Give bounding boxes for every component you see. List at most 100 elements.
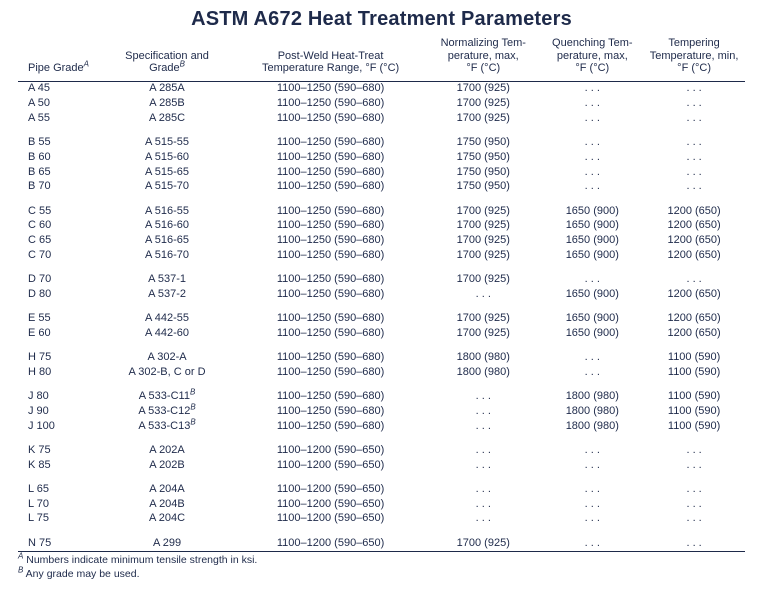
table-cell: . . .	[643, 126, 745, 150]
table-cell: 1200 (650)	[643, 287, 745, 302]
table-cell: 1650 (900)	[541, 248, 643, 263]
table-cell: 1100–1200 (590–650)	[236, 473, 425, 497]
table-cell: 1200 (650)	[643, 248, 745, 263]
table-cell: 1750 (950)	[425, 165, 541, 180]
table-cell: . . .	[425, 512, 541, 527]
table-cell: L 75	[18, 512, 98, 527]
table-cell: 1100–1250 (590–680)	[236, 248, 425, 263]
table-cell: . . .	[643, 497, 745, 512]
table-cell: C 70	[18, 248, 98, 263]
table-cell: A 302-B, C or D	[98, 365, 236, 380]
table-row: L 70A 204B1100–1200 (590–650). . .. . ..…	[18, 497, 745, 512]
table-cell: A 55	[18, 111, 98, 126]
table-cell: . . .	[643, 458, 745, 473]
table-cell: . . .	[541, 180, 643, 195]
table-cell: 1100–1250 (590–680)	[236, 287, 425, 302]
table-cell: . . .	[643, 111, 745, 126]
table-cell: . . .	[425, 473, 541, 497]
column-header: TemperingTemperature, min,°F (°C)	[643, 35, 745, 81]
table-cell: A 204A	[98, 473, 236, 497]
table-row: A 50A 285B1100–1250 (590–680)1700 (925).…	[18, 97, 745, 112]
table-cell: A 299	[98, 527, 236, 552]
table-cell: . . .	[541, 512, 643, 527]
table-cell: . . .	[541, 150, 643, 165]
table-cell: A 442-55	[98, 302, 236, 326]
table-cell: 1700 (925)	[425, 326, 541, 341]
table-cell: A 533-C11B	[98, 380, 236, 404]
table-cell: 1100–1250 (590–680)	[236, 404, 425, 419]
table-cell: A 533-C13B	[98, 419, 236, 434]
footnote: A Numbers indicate minimum tensile stren…	[18, 554, 745, 568]
table-cell: H 75	[18, 341, 98, 365]
table-cell: K 75	[18, 434, 98, 458]
table-cell: 1100 (590)	[643, 404, 745, 419]
table-cell: 1100–1250 (590–680)	[236, 81, 425, 96]
table-cell: . . .	[643, 434, 745, 458]
table-cell: K 85	[18, 458, 98, 473]
table-cell: 1750 (950)	[425, 180, 541, 195]
table-cell: 1700 (925)	[425, 234, 541, 249]
column-header: Specification andGradeB	[98, 35, 236, 81]
table-cell: 1700 (925)	[425, 302, 541, 326]
table-row: D 80A 537-21100–1250 (590–680). . .1650 …	[18, 287, 745, 302]
table-cell: 1650 (900)	[541, 219, 643, 234]
table-cell: D 80	[18, 287, 98, 302]
table-cell: . . .	[643, 165, 745, 180]
table-cell: . . .	[541, 81, 643, 96]
table-cell: A 516-55	[98, 195, 236, 219]
table-cell: . . .	[541, 365, 643, 380]
table-cell: 1100–1200 (590–650)	[236, 434, 425, 458]
table-row: L 75A 204C1100–1200 (590–650). . .. . ..…	[18, 512, 745, 527]
table-row: H 75A 302-A1100–1250 (590–680)1800 (980)…	[18, 341, 745, 365]
table-row: C 70A 516-701100–1250 (590–680)1700 (925…	[18, 248, 745, 263]
table-cell: . . .	[643, 81, 745, 96]
table-cell: A 285B	[98, 97, 236, 112]
table-cell: 1700 (925)	[425, 81, 541, 96]
table-row: A 45A 285A1100–1250 (590–680)1700 (925).…	[18, 81, 745, 96]
table-cell: 1100–1250 (590–680)	[236, 180, 425, 195]
table-cell: 1100 (590)	[643, 380, 745, 404]
table-cell: 1100–1200 (590–650)	[236, 512, 425, 527]
table-cell: 1650 (900)	[541, 287, 643, 302]
table-cell: . . .	[541, 165, 643, 180]
table-cell: A 533-C12B	[98, 404, 236, 419]
table-cell: . . .	[643, 473, 745, 497]
table-cell: A 515-60	[98, 150, 236, 165]
table-cell: . . .	[425, 404, 541, 419]
table-cell: . . .	[541, 458, 643, 473]
table-cell: . . .	[541, 473, 643, 497]
table-row: J 90A 533-C12B1100–1250 (590–680). . .18…	[18, 404, 745, 419]
table-cell: 1100–1250 (590–680)	[236, 302, 425, 326]
table-cell: 1650 (900)	[541, 302, 643, 326]
table-row: N 75A 2991100–1200 (590–650)1700 (925). …	[18, 527, 745, 552]
table-cell: . . .	[541, 497, 643, 512]
table-cell: E 60	[18, 326, 98, 341]
table-cell: L 70	[18, 497, 98, 512]
table-cell: 1800 (980)	[541, 404, 643, 419]
table-cell: . . .	[643, 180, 745, 195]
table-cell: 1750 (950)	[425, 150, 541, 165]
table-cell: 1100–1250 (590–680)	[236, 97, 425, 112]
table-cell: J 90	[18, 404, 98, 419]
table-cell: 1100–1250 (590–680)	[236, 263, 425, 287]
table-cell: C 65	[18, 234, 98, 249]
table-cell: . . .	[541, 341, 643, 365]
table-cell: 1650 (900)	[541, 326, 643, 341]
table-row: C 60A 516-601100–1250 (590–680)1700 (925…	[18, 219, 745, 234]
table-cell: . . .	[541, 97, 643, 112]
table-cell: H 80	[18, 365, 98, 380]
table-cell: 1100–1250 (590–680)	[236, 341, 425, 365]
parameters-table: Pipe GradeASpecification andGradeBPost-W…	[18, 35, 745, 581]
table-cell: A 516-60	[98, 219, 236, 234]
table-cell: 1100–1250 (590–680)	[236, 150, 425, 165]
table-row: E 55A 442-551100–1250 (590–680)1700 (925…	[18, 302, 745, 326]
table-cell: A 515-65	[98, 165, 236, 180]
footnote: B Any grade may be used.	[18, 568, 745, 582]
table-cell: 1700 (925)	[425, 263, 541, 287]
table-cell: 1700 (925)	[425, 97, 541, 112]
table-cell: A 202B	[98, 458, 236, 473]
table-cell: . . .	[425, 434, 541, 458]
table-cell: 1200 (650)	[643, 234, 745, 249]
table-cell: A 202A	[98, 434, 236, 458]
table-row: C 55A 516-551100–1250 (590–680)1700 (925…	[18, 195, 745, 219]
